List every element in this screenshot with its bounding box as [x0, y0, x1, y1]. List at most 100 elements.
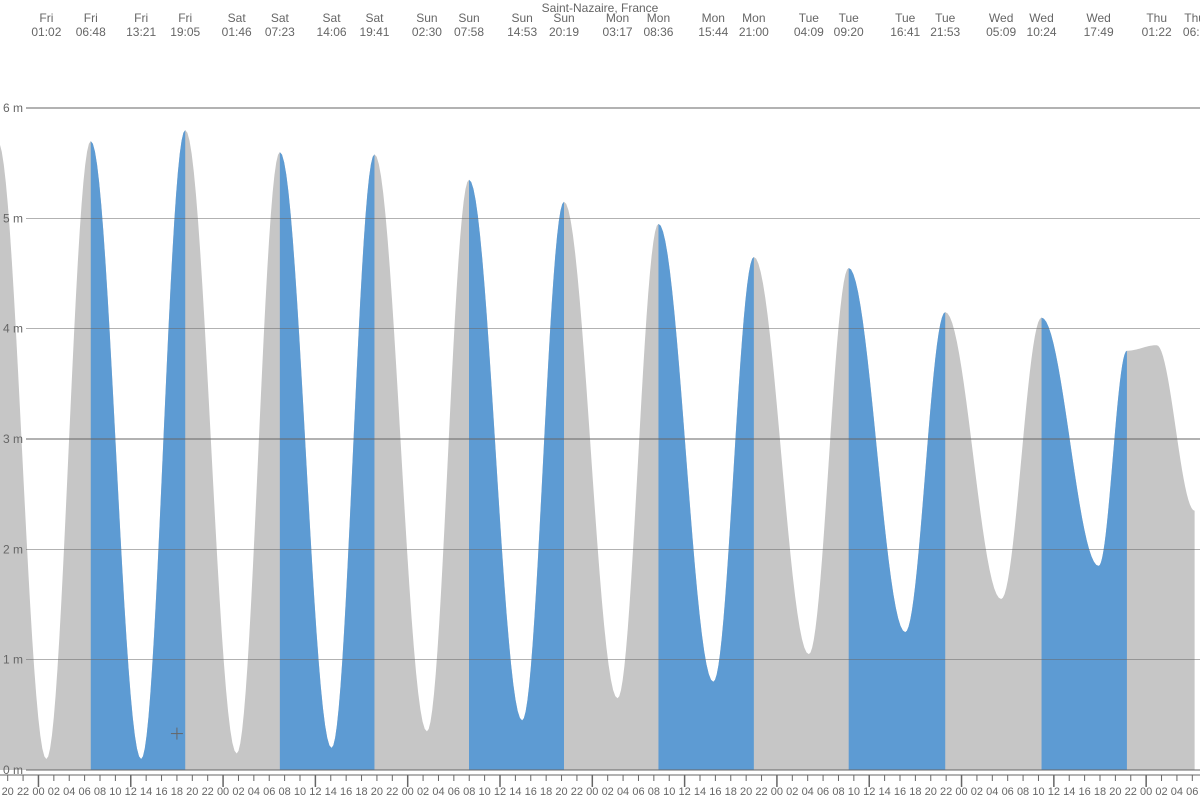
x-tick-label: 04 — [432, 786, 444, 798]
top-day-label: Sun — [458, 11, 479, 25]
x-tick-label: 22 — [940, 786, 952, 798]
top-day-label: Wed — [1086, 11, 1110, 25]
x-tick-label: 00 — [771, 786, 783, 798]
x-tick-label: 06 — [1186, 786, 1198, 798]
x-tick-label: 02 — [232, 786, 244, 798]
top-time-label: 20:19 — [549, 25, 579, 39]
x-tick-label: 16 — [894, 786, 906, 798]
top-time-label: 01:02 — [31, 25, 61, 39]
top-day-label: Fri — [178, 11, 192, 25]
top-time-label: 06:2 — [1183, 25, 1200, 39]
top-time-label: 08:36 — [643, 25, 673, 39]
top-day-label: Sat — [228, 11, 247, 25]
x-tick-label: 08 — [832, 786, 844, 798]
x-tick-label: 02 — [786, 786, 798, 798]
x-tick-label: 08 — [463, 786, 475, 798]
x-tick-label: 08 — [278, 786, 290, 798]
y-tick-label: 2 m — [3, 542, 23, 556]
x-tick-label: 14 — [325, 786, 337, 798]
x-tick-label: 18 — [355, 786, 367, 798]
top-time-label: 03:17 — [603, 25, 633, 39]
x-tick-label: 20 — [925, 786, 937, 798]
x-tick-label: 08 — [94, 786, 106, 798]
top-day-label: Tue — [935, 11, 956, 25]
top-time-label: 14:53 — [507, 25, 537, 39]
x-tick-label: 02 — [48, 786, 60, 798]
y-tick-label: 3 m — [3, 432, 23, 446]
x-tick-label: 12 — [125, 786, 137, 798]
top-time-label: 14:06 — [317, 25, 347, 39]
x-tick-label: 00 — [955, 786, 967, 798]
x-tick-label: 10 — [1032, 786, 1044, 798]
x-tick-label: 08 — [648, 786, 660, 798]
top-day-label: Mon — [702, 11, 725, 25]
top-time-label: 01:46 — [222, 25, 252, 39]
x-tick-label: 18 — [909, 786, 921, 798]
x-tick-label: 16 — [709, 786, 721, 798]
x-tick-label: 16 — [525, 786, 537, 798]
x-tick-label: 22 — [755, 786, 767, 798]
x-tick-label: 02 — [971, 786, 983, 798]
x-tick-label: 12 — [863, 786, 875, 798]
x-tick-label: 00 — [402, 786, 414, 798]
x-tick-label: 06 — [632, 786, 644, 798]
x-tick-label: 06 — [448, 786, 460, 798]
x-tick-label: 14 — [140, 786, 152, 798]
x-tick-label: 02 — [417, 786, 429, 798]
top-day-label: Fri — [39, 11, 53, 25]
top-day-label: Sat — [323, 11, 342, 25]
x-tick-label: 04 — [63, 786, 75, 798]
x-tick-label: 12 — [1048, 786, 1060, 798]
top-time-label: 21:00 — [739, 25, 769, 39]
top-day-label: Tue — [799, 11, 820, 25]
x-tick-label: 00 — [586, 786, 598, 798]
x-tick-label: 18 — [725, 786, 737, 798]
x-tick-label: 12 — [309, 786, 321, 798]
x-tick-label: 00 — [32, 786, 44, 798]
x-tick-label: 20 — [371, 786, 383, 798]
top-time-label: 21:53 — [930, 25, 960, 39]
x-tick-label: 12 — [494, 786, 506, 798]
top-time-label: 17:49 — [1084, 25, 1114, 39]
x-tick-label: 14 — [694, 786, 706, 798]
x-tick-label: 20 — [1109, 786, 1121, 798]
x-tick-label: 10 — [478, 786, 490, 798]
top-time-label: 05:09 — [986, 25, 1016, 39]
top-day-label: Sun — [553, 11, 574, 25]
x-tick-label: 18 — [540, 786, 552, 798]
x-tick-label: 06 — [817, 786, 829, 798]
top-day-label: Fri — [84, 11, 98, 25]
top-time-label: 16:41 — [890, 25, 920, 39]
x-tick-label: 16 — [1078, 786, 1090, 798]
top-day-label: Mon — [647, 11, 670, 25]
top-time-label: 06:48 — [76, 25, 106, 39]
x-tick-label: 04 — [802, 786, 814, 798]
x-tick-label: 14 — [509, 786, 521, 798]
x-tick-label: 22 — [571, 786, 583, 798]
x-tick-label: 04 — [986, 786, 998, 798]
top-day-label: Sun — [416, 11, 437, 25]
top-day-label: Sat — [271, 11, 290, 25]
x-tick-label: 10 — [663, 786, 675, 798]
x-tick-label: 04 — [248, 786, 260, 798]
x-tick-label: 16 — [340, 786, 352, 798]
x-tick-label: 22 — [202, 786, 214, 798]
top-time-label: 02:30 — [412, 25, 442, 39]
x-tick-label: 10 — [294, 786, 306, 798]
x-tick-label: 06 — [1002, 786, 1014, 798]
x-tick-label: 00 — [217, 786, 229, 798]
top-day-label: Fri — [134, 11, 148, 25]
x-tick-label: 12 — [678, 786, 690, 798]
top-day-label: Thu — [1146, 11, 1167, 25]
x-tick-label: 02 — [1155, 786, 1167, 798]
top-time-label: 07:58 — [454, 25, 484, 39]
y-tick-label: 6 m — [3, 101, 23, 115]
top-time-label: 10:24 — [1027, 25, 1057, 39]
y-tick-label: 1 m — [3, 653, 23, 667]
y-tick-label: 4 m — [3, 322, 23, 336]
x-tick-label: 04 — [617, 786, 629, 798]
top-time-label: 01:22 — [1142, 25, 1172, 39]
tide-chart: 0 m1 m2 m3 m4 m5 m6 mSaint-Nazaire, Fran… — [0, 0, 1200, 800]
x-tick-label: 02 — [602, 786, 614, 798]
x-tick-label: 18 — [171, 786, 183, 798]
